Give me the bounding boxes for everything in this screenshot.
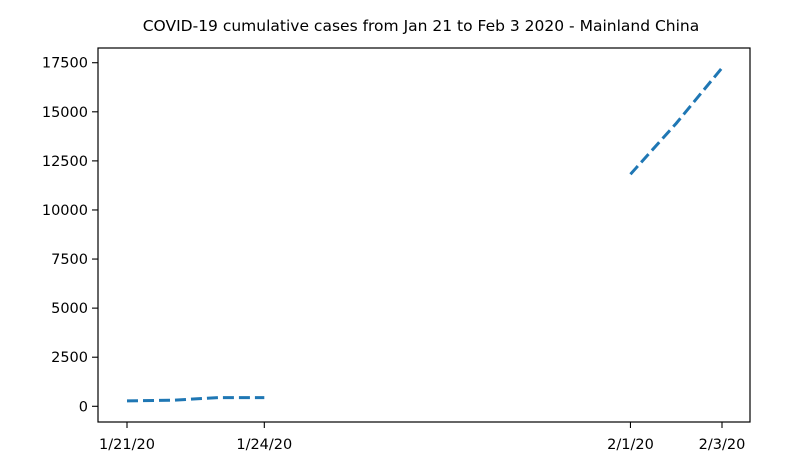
y-axis: 0 2500 5000 7500 10000 12500 15000 17500 bbox=[42, 56, 98, 415]
x-tick-label: 1/21/20 bbox=[99, 437, 155, 453]
x-axis: 1/21/20 1/24/20 2/1/20 2/3/20 bbox=[99, 422, 745, 453]
y-tick-label: 10000 bbox=[42, 203, 88, 219]
x-tick-label: 2/1/20 bbox=[607, 437, 654, 453]
y-tick-label: 17500 bbox=[42, 56, 88, 72]
y-tick-label: 12500 bbox=[42, 154, 88, 170]
y-tick-label: 5000 bbox=[51, 301, 88, 317]
plot-frame bbox=[97, 47, 751, 423]
x-tick-label: 2/3/20 bbox=[699, 437, 746, 453]
x-tick-label: 1/24/20 bbox=[236, 437, 292, 453]
y-tick-label: 2500 bbox=[51, 350, 88, 366]
series-line-segment bbox=[126, 396, 265, 403]
y-tick-label: 7500 bbox=[51, 252, 88, 268]
chart-title: COVID-19 cumulative cases from Jan 21 to… bbox=[143, 17, 700, 35]
series-line-segment bbox=[629, 66, 724, 176]
y-tick-label: 15000 bbox=[42, 105, 88, 121]
plot-area bbox=[126, 66, 724, 403]
y-tick-label: 0 bbox=[79, 399, 88, 415]
